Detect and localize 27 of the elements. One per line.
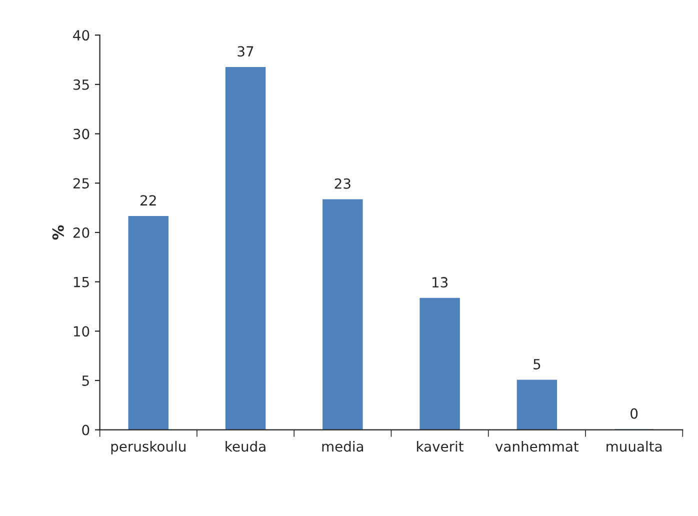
y-tick-label: 15 (74, 276, 89, 288)
data-label: 37 (238, 46, 254, 57)
x-tick-label: vanhemmat (495, 440, 579, 452)
data-label: 22 (140, 195, 156, 206)
x-tick-label: keuda (226, 440, 266, 452)
bar (128, 216, 169, 430)
y-tick-label: 10 (74, 326, 90, 337)
data-label: 23 (334, 178, 350, 189)
y-tick-label: 25 (73, 178, 89, 189)
data-label: 5 (534, 359, 540, 370)
x-tick-label: muualta (606, 440, 662, 452)
bar (322, 199, 363, 430)
x-tick-label: media (322, 440, 364, 452)
y-tick-label: 20 (73, 227, 90, 238)
x-tick-label: kaverit (417, 440, 464, 452)
data-label: 13 (432, 277, 448, 288)
bar (225, 66, 266, 430)
bar (420, 298, 460, 430)
y-tick-label: 0 (82, 424, 90, 436)
y-tick-label: 35 (73, 79, 89, 90)
bar (516, 380, 558, 430)
y-axis-title: % (52, 225, 64, 240)
x-tick-label: peruskoulu (111, 440, 186, 454)
data-label: 0 (630, 408, 638, 419)
y-tick-label: 30 (73, 128, 90, 140)
y-tick-label: 5 (82, 376, 89, 386)
y-tick-label: 40 (73, 30, 90, 41)
